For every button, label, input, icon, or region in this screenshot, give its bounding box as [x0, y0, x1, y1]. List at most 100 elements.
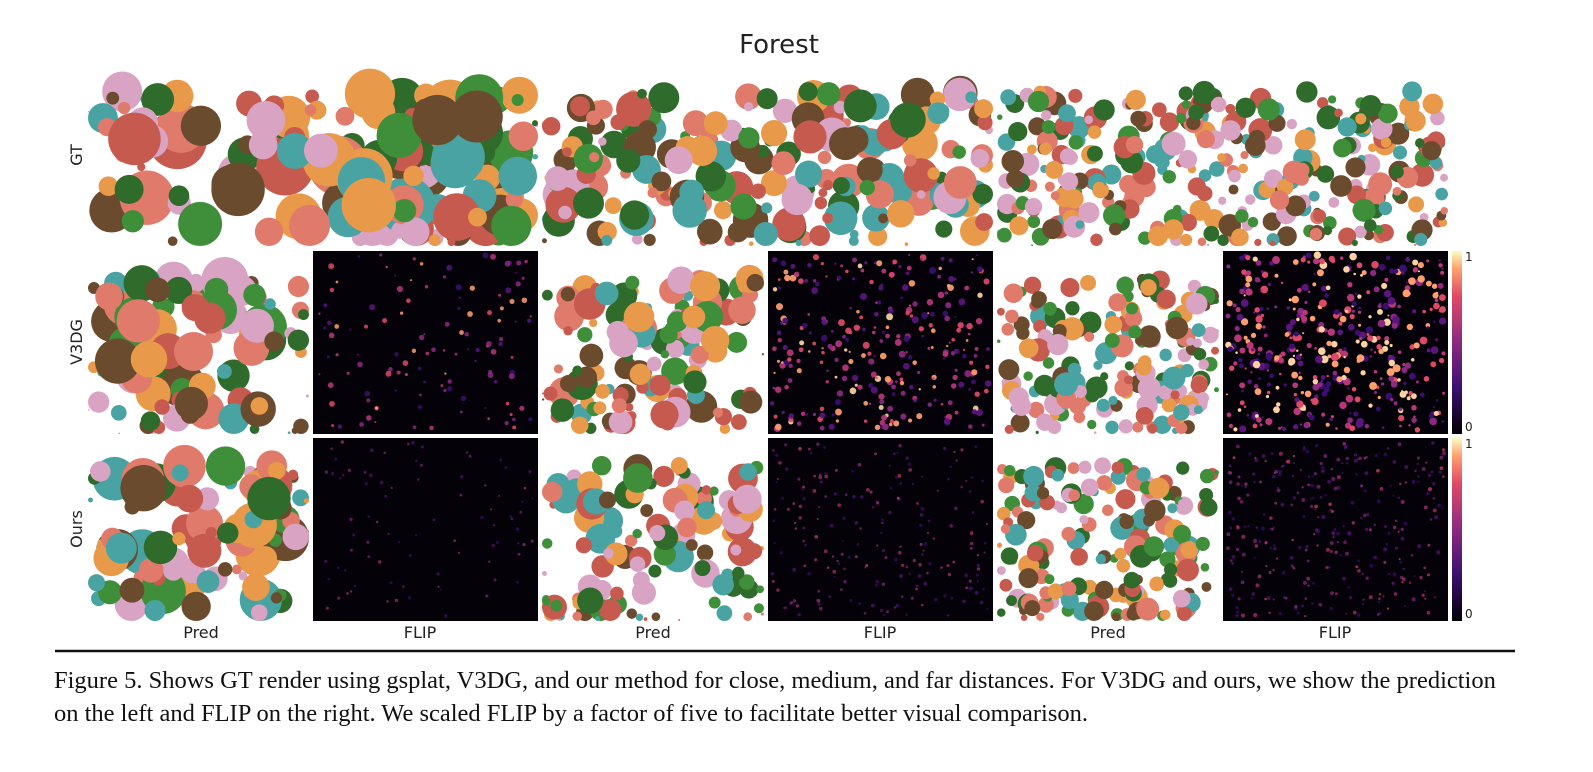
error: [1303, 446, 1306, 449]
error: [1241, 534, 1246, 539]
tree: [690, 271, 721, 302]
tree: [250, 397, 269, 415]
error: [880, 531, 883, 535]
error: [329, 400, 335, 407]
error: [334, 324, 340, 329]
error: [907, 462, 912, 466]
error: [1367, 335, 1374, 342]
photo-content: [997, 270, 1220, 435]
error: [954, 410, 959, 415]
error: [1286, 459, 1291, 464]
error: [796, 368, 802, 374]
error: [859, 315, 864, 320]
error: [458, 296, 461, 300]
tree: [739, 463, 757, 481]
error: [1358, 456, 1362, 461]
error: [835, 399, 842, 406]
tree: [730, 193, 757, 220]
error: [1385, 255, 1391, 261]
tree: [601, 235, 613, 246]
error: [916, 502, 919, 505]
error: [1346, 293, 1355, 302]
error: [900, 595, 904, 598]
tree: [1195, 536, 1210, 551]
column-label: Pred: [1090, 623, 1126, 642]
error: [881, 548, 886, 553]
error: [836, 275, 842, 281]
tree: [1213, 387, 1219, 393]
error: [1307, 260, 1311, 264]
tree: [1018, 568, 1039, 589]
error: [1435, 399, 1439, 402]
tree: [1421, 141, 1442, 161]
colorbar-min: 0: [1465, 607, 1473, 621]
error: [899, 574, 903, 578]
tree: [822, 212, 833, 224]
tree: [542, 326, 543, 328]
error: [1306, 576, 1311, 581]
error: [776, 477, 780, 481]
error: [796, 358, 801, 363]
error: [1301, 604, 1304, 608]
error: [919, 542, 923, 546]
error: [1305, 544, 1309, 548]
tree: [1051, 468, 1065, 482]
error: [1289, 343, 1296, 350]
error: [1342, 524, 1345, 528]
error: [1289, 556, 1294, 560]
error: [1276, 488, 1281, 493]
error: [530, 539, 534, 543]
tree: [1134, 335, 1145, 346]
error: [1426, 348, 1431, 353]
error: [1351, 309, 1355, 313]
error: [1369, 382, 1378, 390]
error: [1252, 256, 1258, 262]
error: [369, 304, 376, 311]
tree: [1045, 160, 1064, 179]
error: [899, 545, 902, 548]
error: [1245, 255, 1251, 261]
error: [1227, 346, 1234, 353]
tree: [608, 410, 633, 435]
error: [1424, 597, 1427, 600]
error: [1284, 332, 1290, 337]
error: [907, 355, 913, 360]
tree: [1316, 165, 1335, 183]
error: [379, 253, 383, 257]
error: [447, 379, 452, 384]
error: [1343, 347, 1347, 351]
error: [490, 348, 497, 355]
error: [1243, 335, 1248, 340]
tree: [562, 147, 572, 157]
tree: [760, 95, 771, 105]
error: [1391, 322, 1398, 329]
row-label: GT: [67, 144, 86, 166]
tree: [1110, 469, 1126, 485]
tree: [649, 524, 666, 542]
error: [515, 271, 518, 274]
error: [943, 594, 947, 598]
error: [367, 515, 371, 518]
tree: [761, 202, 773, 214]
error: [1297, 360, 1304, 367]
error: [1320, 355, 1329, 364]
error: [384, 494, 388, 498]
error: [968, 424, 973, 429]
error: [1313, 533, 1316, 536]
tree: [975, 213, 993, 231]
error: [784, 274, 791, 282]
tree: [1413, 243, 1417, 246]
error: [1319, 461, 1323, 466]
error: [1318, 326, 1325, 333]
error: [1439, 306, 1446, 313]
tree: [1116, 276, 1134, 295]
tree: [616, 148, 641, 173]
error: [1234, 326, 1240, 332]
error: [887, 405, 894, 412]
tree: [1363, 219, 1377, 232]
error: [1403, 521, 1408, 526]
error: [515, 281, 521, 287]
tree: [1041, 120, 1056, 134]
tree: [903, 154, 917, 167]
error: [431, 347, 436, 353]
